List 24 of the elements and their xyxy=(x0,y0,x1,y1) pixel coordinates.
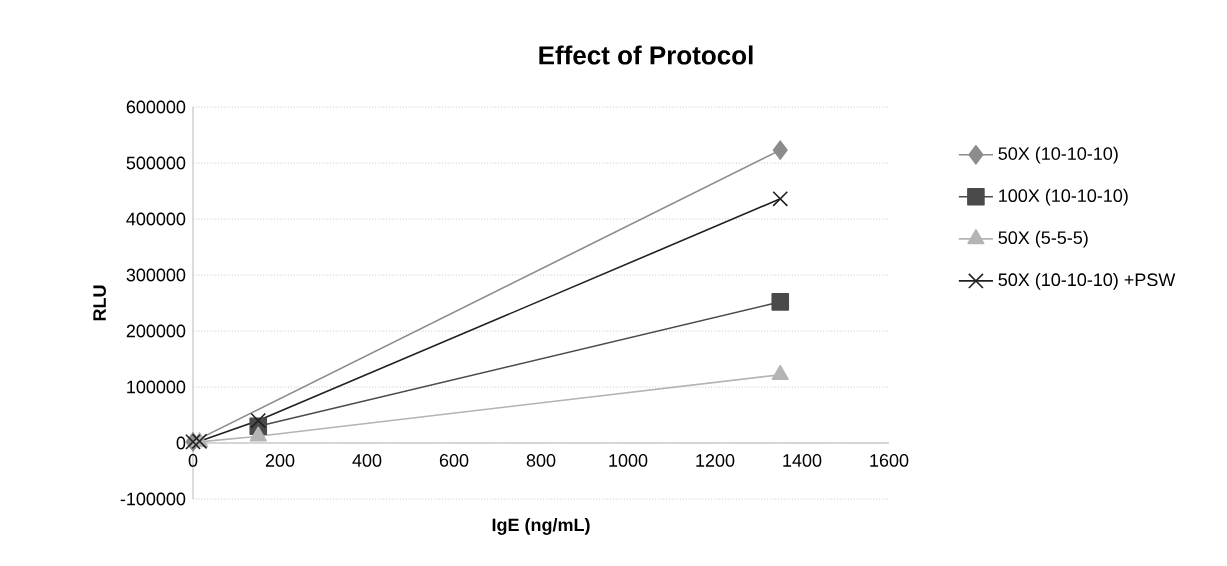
y-tick-label: 0 xyxy=(176,436,186,450)
x-tick-label: 400 xyxy=(352,454,382,467)
y-tick-label: 600000 xyxy=(126,100,186,114)
legend-label: 50X (10-10-10) xyxy=(998,146,1118,164)
x-axis-title: IgE (ng/mL) xyxy=(492,518,590,535)
x-tick-label: 0 xyxy=(188,454,198,467)
y-tick-label: -100000 xyxy=(120,492,186,506)
x-tick-label: 1200 xyxy=(696,454,735,467)
x-tick-label: 1400 xyxy=(783,454,822,467)
x-tick-label: 1600 xyxy=(870,454,909,467)
x-tick-label: 800 xyxy=(526,454,556,467)
legend-label: 50X (5-5-5) xyxy=(998,230,1088,248)
y-tick-label: 200000 xyxy=(126,324,186,338)
chart-title: Effect of Protocol xyxy=(539,45,753,65)
y-tick-label: 500000 xyxy=(126,156,186,170)
legend-label: 50X (10-10-10) +PSW xyxy=(998,272,1176,290)
x-tick-label: 1000 xyxy=(609,454,648,467)
y-tick-label: 300000 xyxy=(126,268,186,282)
legend-label: 100X (10-10-10) xyxy=(999,188,1128,206)
x-tick-label: 200 xyxy=(265,454,295,467)
y-tick-label: 400000 xyxy=(126,212,186,226)
x-tick-label: 600 xyxy=(439,454,469,467)
y-tick-label: 100000 xyxy=(127,380,186,394)
y-axis-title: RLU xyxy=(93,285,106,321)
